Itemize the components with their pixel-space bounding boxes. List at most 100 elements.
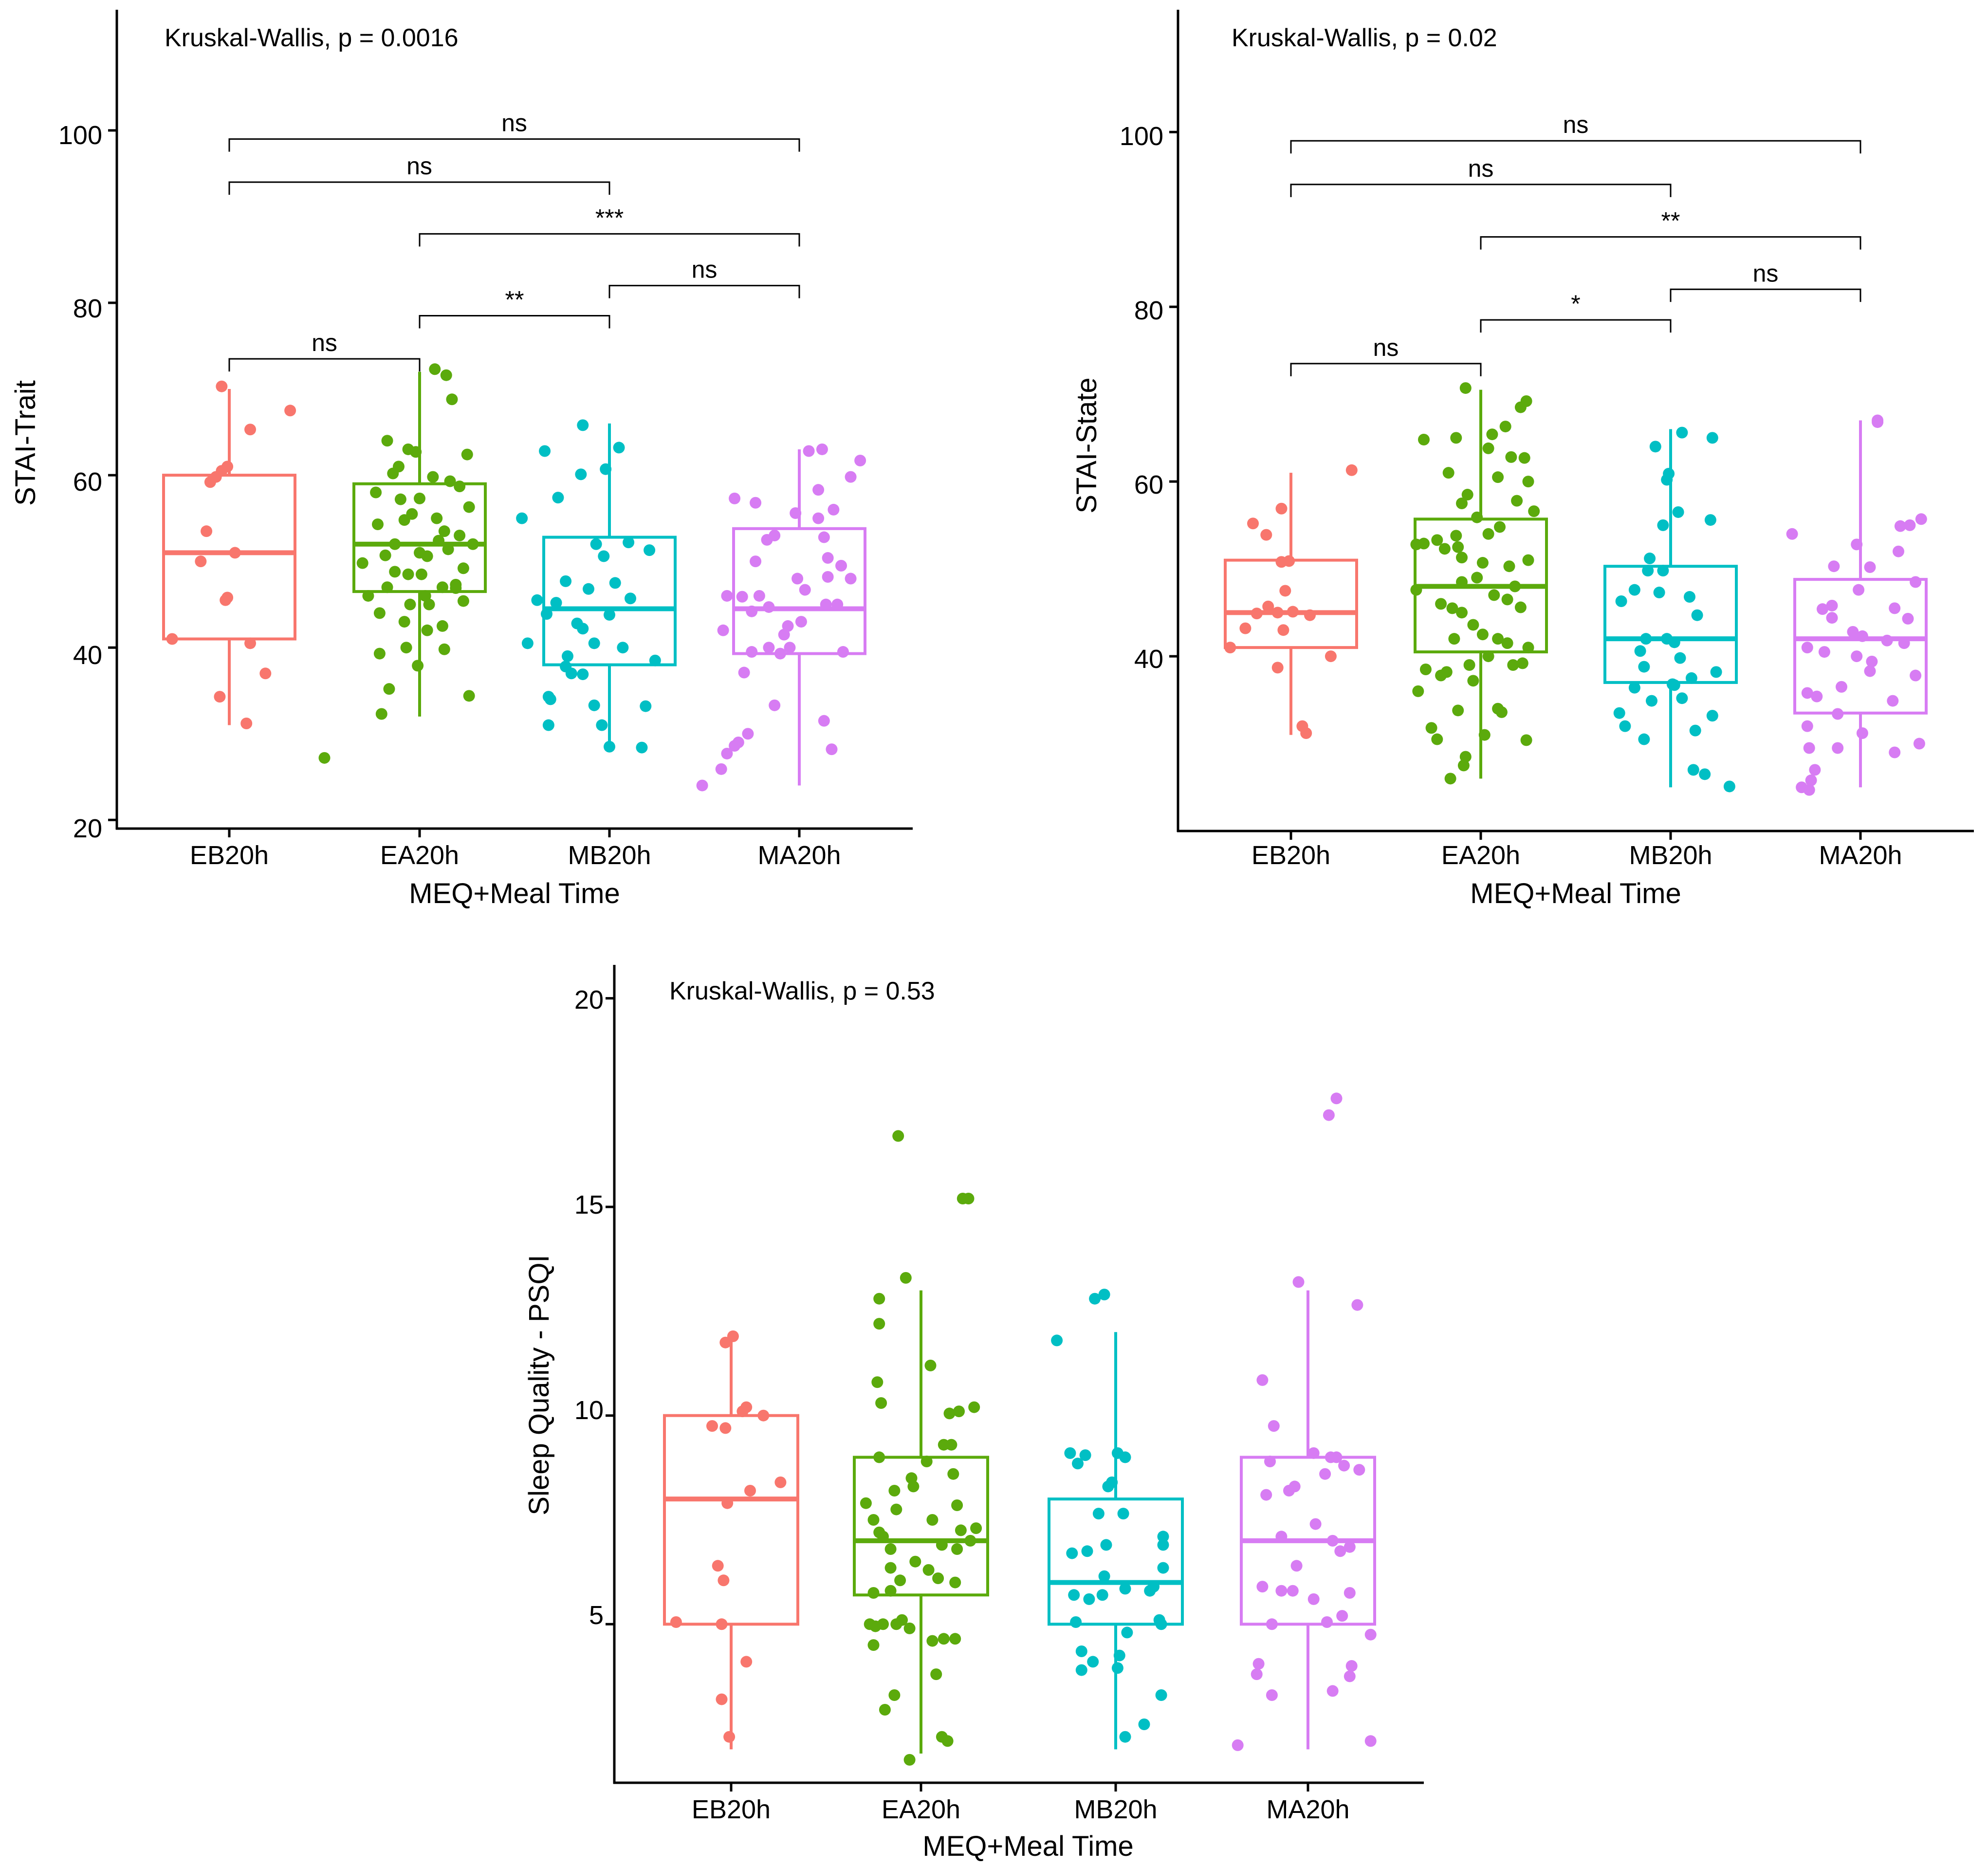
stai-state-significance-labels: ns ns ** ns * ns xyxy=(1373,111,1779,361)
stai-trait-y-label-60: 60 xyxy=(73,467,102,497)
data-point xyxy=(1068,1589,1080,1601)
stai-trait-comparison-bracket xyxy=(228,358,421,372)
data-point xyxy=(1412,685,1424,697)
data-point xyxy=(1275,1585,1288,1597)
data-point xyxy=(1628,682,1640,694)
data-point xyxy=(1117,1508,1129,1520)
data-point xyxy=(389,538,401,550)
data-point xyxy=(442,543,454,555)
data-point xyxy=(1083,1593,1095,1605)
data-point xyxy=(1319,1468,1331,1480)
data-point xyxy=(888,1485,901,1496)
data-point xyxy=(1488,589,1500,601)
data-point xyxy=(1894,520,1906,532)
data-point xyxy=(930,1668,942,1681)
data-point xyxy=(539,445,551,457)
data-point xyxy=(467,538,479,550)
data-point xyxy=(220,594,232,606)
data-point xyxy=(1334,1545,1346,1557)
data-point xyxy=(1809,764,1821,776)
data-point xyxy=(613,442,625,454)
data-point xyxy=(869,1620,882,1632)
data-point xyxy=(938,1633,950,1645)
stai-trait-y-label-20: 20 xyxy=(73,814,102,843)
sleep-quality-x-label-mb20h: MB20h xyxy=(1074,1795,1157,1824)
data-point xyxy=(1456,552,1468,564)
data-point xyxy=(457,562,469,574)
stai-trait-comparison-bracket xyxy=(228,181,610,195)
data-point xyxy=(907,1480,920,1493)
data-point xyxy=(436,620,448,632)
data-point xyxy=(604,740,615,753)
sleep-quality-points-eb20h xyxy=(670,1330,787,1743)
data-point xyxy=(884,1562,897,1574)
data-point xyxy=(903,1622,916,1634)
data-point xyxy=(1232,1739,1244,1751)
data-point xyxy=(1157,1562,1169,1574)
data-point xyxy=(1501,593,1513,606)
data-point xyxy=(1668,679,1680,691)
sleep-quality-box-ma20h xyxy=(1240,1290,1376,1750)
data-point xyxy=(1300,727,1312,739)
data-point xyxy=(244,637,257,649)
data-point xyxy=(410,446,422,458)
data-point xyxy=(1144,1585,1156,1597)
stai-trait-points-ea20h xyxy=(318,363,479,764)
stai-state-comparison-bracket xyxy=(1290,184,1672,197)
data-point xyxy=(854,454,866,466)
data-point xyxy=(1459,382,1472,394)
stai-state-comparison-bracket xyxy=(1290,363,1482,376)
data-point xyxy=(1353,1464,1365,1476)
data-point xyxy=(1803,742,1815,754)
data-point xyxy=(696,779,708,792)
data-point xyxy=(1511,495,1523,507)
data-point xyxy=(750,555,762,568)
data-point xyxy=(947,1468,959,1480)
data-point xyxy=(1260,1489,1272,1501)
data-point xyxy=(640,700,652,712)
data-point xyxy=(457,595,469,607)
data-point xyxy=(736,1405,749,1418)
data-point xyxy=(1268,1420,1280,1432)
data-point xyxy=(936,1539,948,1551)
data-point xyxy=(894,1574,906,1587)
data-point xyxy=(463,501,475,513)
data-point xyxy=(1292,1276,1305,1288)
data-point xyxy=(962,1193,975,1204)
stai-state-sig-label: ns xyxy=(1753,259,1779,287)
data-point xyxy=(588,699,600,711)
data-point xyxy=(926,1635,939,1647)
data-point xyxy=(1075,1645,1087,1657)
data-point xyxy=(1657,519,1669,531)
data-point xyxy=(1801,687,1813,699)
data-point xyxy=(945,1439,957,1451)
data-point xyxy=(625,592,637,605)
data-point xyxy=(1113,1649,1125,1662)
data-point xyxy=(1275,1531,1288,1543)
data-point xyxy=(1321,1616,1333,1628)
data-point xyxy=(1503,560,1515,573)
data-point xyxy=(835,559,847,572)
stai-trait-y-tick-labels: 20 40 60 80 100 xyxy=(58,121,102,843)
data-point xyxy=(1452,541,1464,553)
data-point xyxy=(1051,1334,1063,1347)
data-point xyxy=(1326,1685,1339,1697)
data-point xyxy=(1239,622,1252,634)
data-point xyxy=(1706,710,1718,722)
data-point xyxy=(463,690,475,702)
data-point xyxy=(1459,751,1472,763)
data-point xyxy=(636,741,648,754)
data-point xyxy=(577,668,589,681)
data-point xyxy=(955,1524,967,1536)
stai-state-comparison-bracket xyxy=(1480,319,1672,333)
data-point xyxy=(362,590,374,602)
data-point xyxy=(1851,650,1863,663)
data-point xyxy=(1287,1585,1299,1597)
data-point xyxy=(1913,738,1925,750)
data-point xyxy=(716,1693,728,1705)
data-point xyxy=(922,1564,935,1576)
data-point xyxy=(575,468,587,480)
sleep-quality-points-mb20h xyxy=(1051,1289,1169,1743)
data-point xyxy=(719,1336,732,1349)
